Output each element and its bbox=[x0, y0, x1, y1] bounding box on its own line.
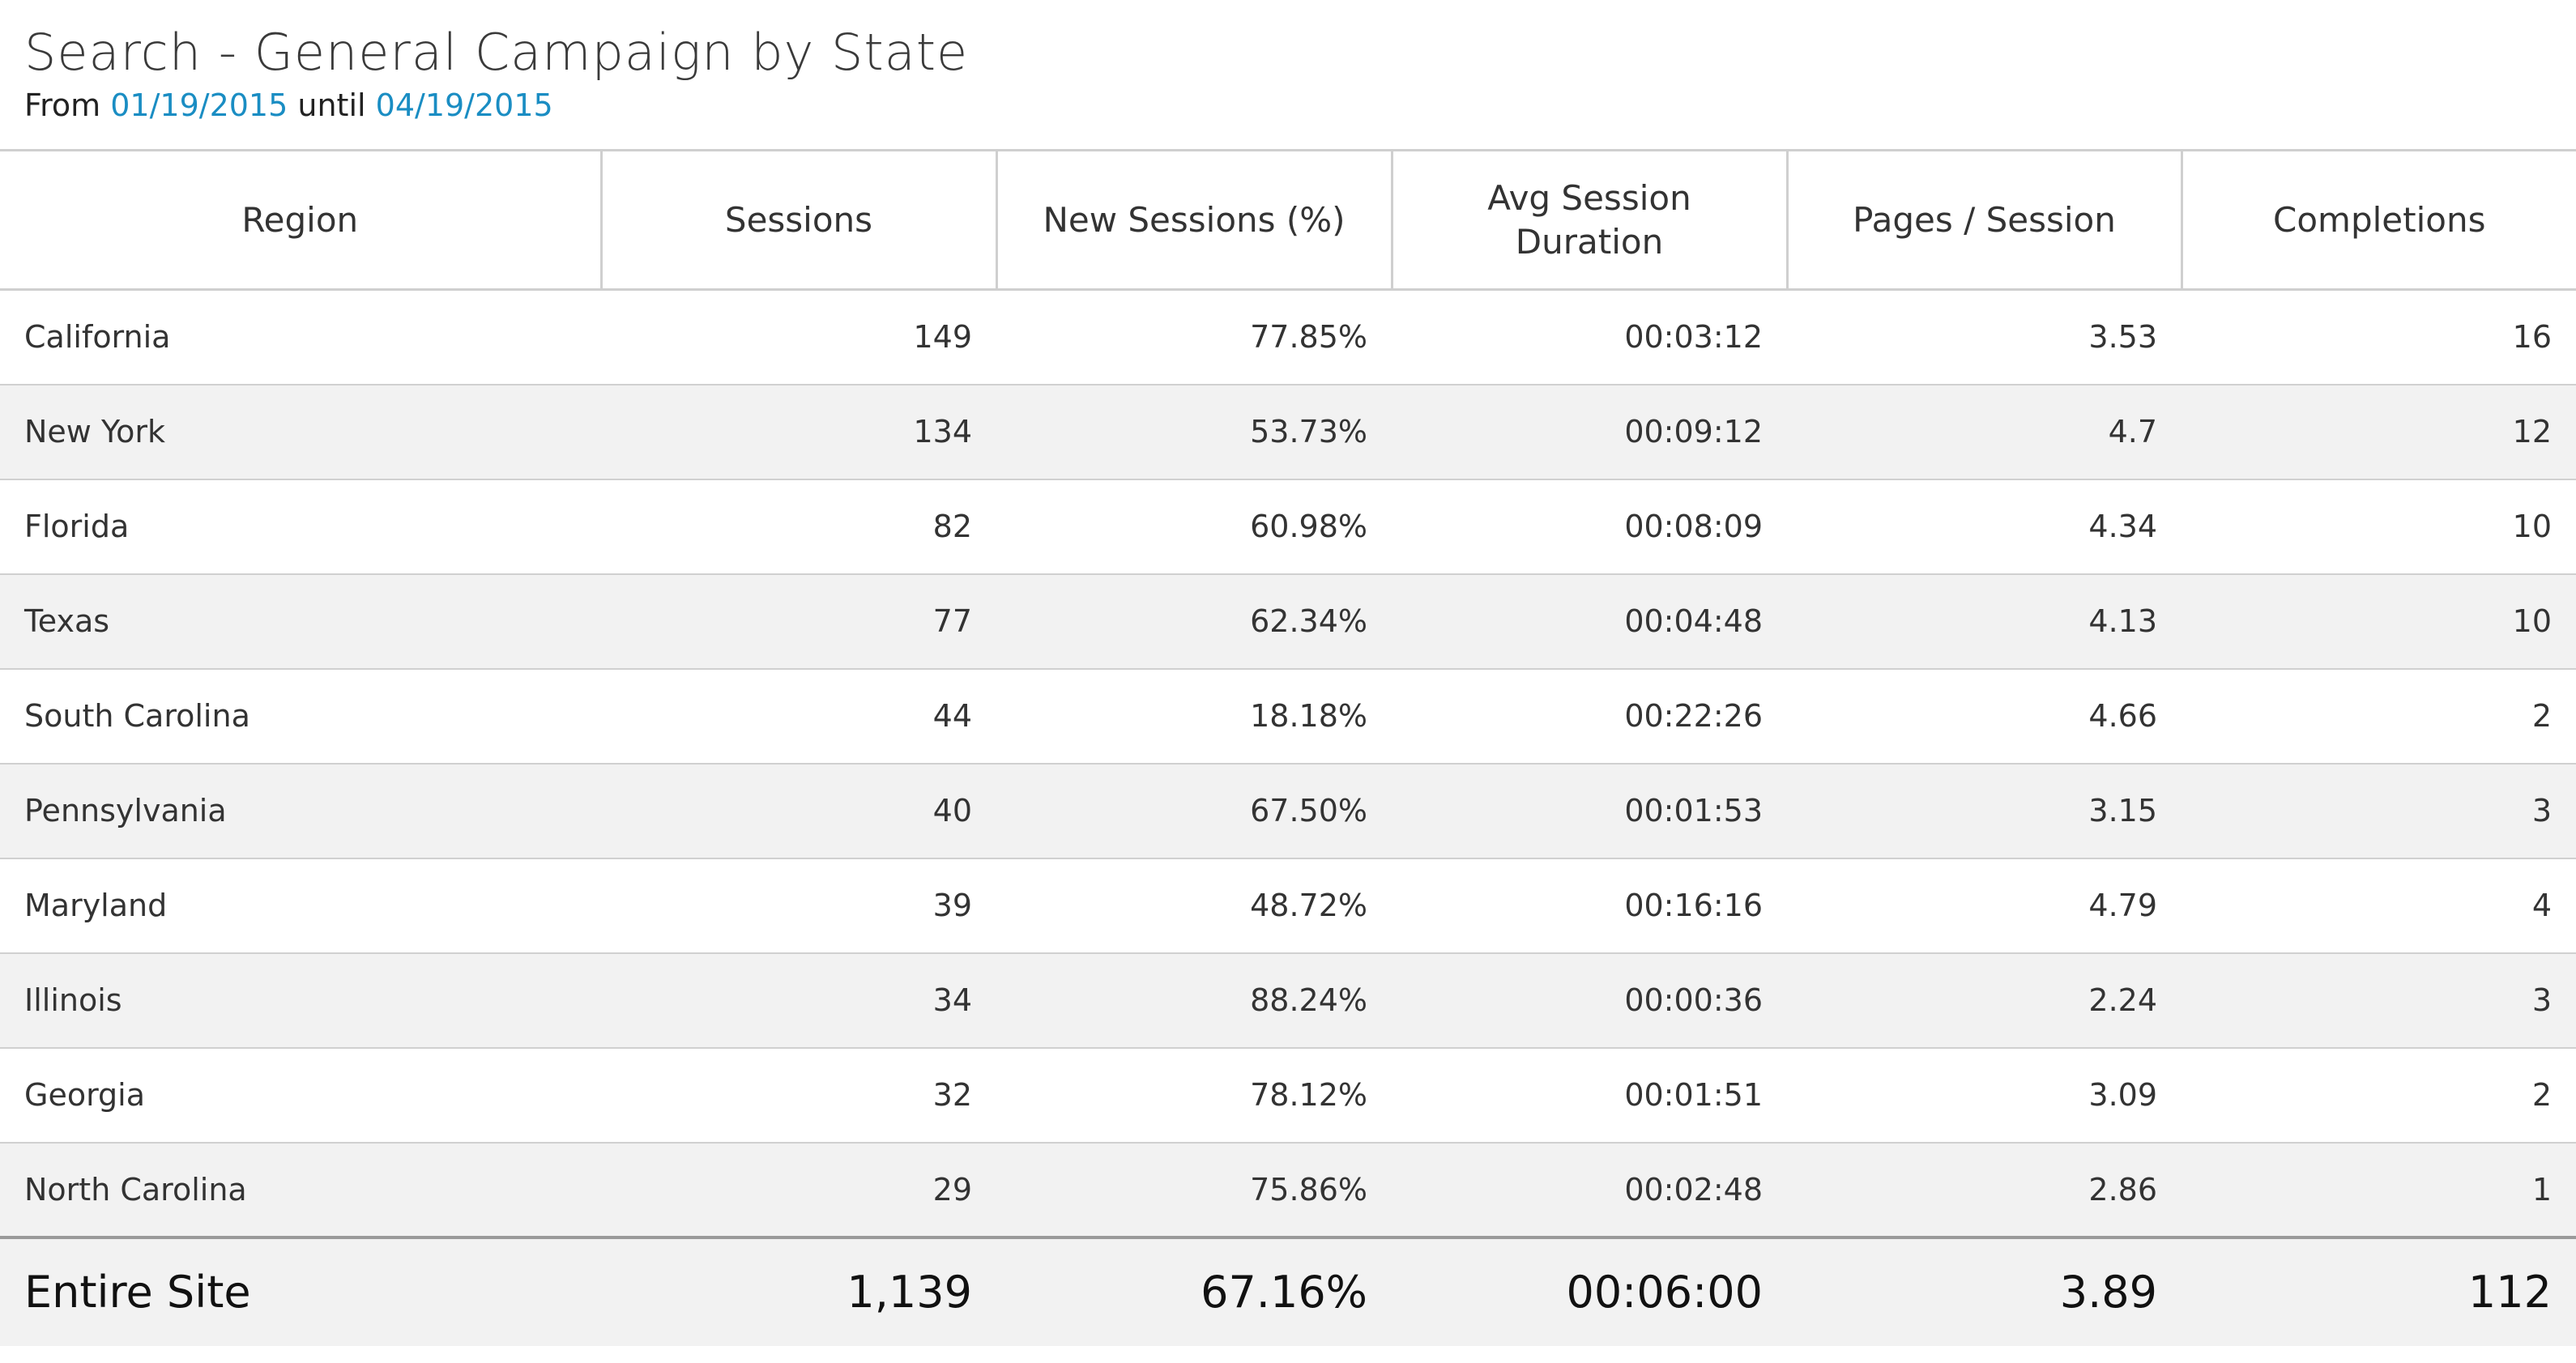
region-cell: California bbox=[0, 289, 601, 385]
completions-cell: 2 bbox=[2181, 668, 2576, 765]
from-date-link[interactable]: 01/19/2015 bbox=[110, 87, 288, 123]
date-range: From 01/19/2015 until 04/19/2015 bbox=[24, 87, 553, 123]
total-pages-per-session: 3.89 bbox=[1787, 1235, 2181, 1346]
new-sessions-cell: 78.12% bbox=[996, 1047, 1392, 1144]
header-pages-per-session[interactable]: Pages / Session bbox=[1785, 149, 2181, 291]
new-sessions-cell: 62.34% bbox=[996, 573, 1392, 670]
completions-cell: 3 bbox=[2181, 952, 2576, 1049]
completions-cell: 2 bbox=[2181, 1047, 2576, 1144]
pages-per-session-cell: 4.79 bbox=[1787, 858, 2181, 954]
pages-per-session-cell: 4.34 bbox=[1787, 479, 2181, 575]
pages-per-session-cell: 3.53 bbox=[1787, 289, 2181, 385]
header-avg-session-duration[interactable]: Avg Session Duration bbox=[1390, 149, 1787, 291]
total-region: Entire Site bbox=[0, 1235, 601, 1346]
pages-per-session-cell: 3.09 bbox=[1787, 1047, 2181, 1144]
new-sessions-cell: 77.85% bbox=[996, 289, 1392, 385]
region-cell: Illinois bbox=[0, 952, 601, 1049]
region-cell: Florida bbox=[0, 479, 601, 575]
new-sessions-cell: 88.24% bbox=[996, 952, 1392, 1049]
avg-session-duration-cell: 00:00:36 bbox=[1392, 952, 1787, 1049]
table-row: Texas 77 62.34% 00:04:48 4.13 10 bbox=[0, 573, 2576, 670]
table-header-row: Region Sessions New Sessions (%) Avg Ses… bbox=[0, 149, 2576, 291]
campaign-table: Region Sessions New Sessions (%) Avg Ses… bbox=[0, 149, 2576, 1346]
table-row: North Carolina 29 75.86% 00:02:48 2.86 1 bbox=[0, 1142, 2576, 1238]
sessions-cell: 149 bbox=[601, 289, 996, 385]
completions-cell: 1 bbox=[2181, 1142, 2576, 1238]
region-cell: New York bbox=[0, 384, 601, 480]
avg-session-duration-cell: 00:02:48 bbox=[1392, 1142, 1787, 1238]
sessions-cell: 29 bbox=[601, 1142, 996, 1238]
sessions-cell: 44 bbox=[601, 668, 996, 765]
completions-cell: 12 bbox=[2181, 384, 2576, 480]
pages-per-session-cell: 4.66 bbox=[1787, 668, 2181, 765]
total-row: Entire Site 1,139 67.16% 00:06:00 3.89 1… bbox=[0, 1235, 2576, 1346]
sessions-cell: 134 bbox=[601, 384, 996, 480]
table-row: Illinois 34 88.24% 00:00:36 2.24 3 bbox=[0, 952, 2576, 1049]
avg-session-duration-cell: 00:04:48 bbox=[1392, 573, 1787, 670]
pages-per-session-cell: 4.13 bbox=[1787, 573, 2181, 670]
region-cell: Texas bbox=[0, 573, 601, 670]
completions-cell: 10 bbox=[2181, 479, 2576, 575]
avg-session-duration-cell: 00:08:09 bbox=[1392, 479, 1787, 575]
table-row: South Carolina 44 18.18% 00:22:26 4.66 2 bbox=[0, 668, 2576, 765]
region-cell: Pennsylvania bbox=[0, 763, 601, 859]
completions-cell: 3 bbox=[2181, 763, 2576, 859]
table-row: New York 134 53.73% 00:09:12 4.7 12 bbox=[0, 384, 2576, 480]
new-sessions-cell: 75.86% bbox=[996, 1142, 1392, 1238]
avg-session-duration-cell: 00:03:12 bbox=[1392, 289, 1787, 385]
page-title: Search - General Campaign by State bbox=[24, 23, 969, 82]
header-sessions[interactable]: Sessions bbox=[599, 149, 996, 291]
completions-cell: 10 bbox=[2181, 573, 2576, 670]
sessions-cell: 77 bbox=[601, 573, 996, 670]
table-row: Maryland 39 48.72% 00:16:16 4.79 4 bbox=[0, 858, 2576, 954]
report-header: Search - General Campaign by State From … bbox=[0, 0, 2576, 149]
avg-session-duration-cell: 00:22:26 bbox=[1392, 668, 1787, 765]
header-new-sessions[interactable]: New Sessions (%) bbox=[995, 149, 1392, 291]
from-label: From bbox=[24, 87, 101, 123]
region-cell: South Carolina bbox=[0, 668, 601, 765]
pages-per-session-cell: 3.15 bbox=[1787, 763, 2181, 859]
completions-cell: 4 bbox=[2181, 858, 2576, 954]
pages-per-session-cell: 2.86 bbox=[1787, 1142, 2181, 1238]
pages-per-session-cell: 4.7 bbox=[1787, 384, 2181, 480]
avg-session-duration-cell: 00:01:51 bbox=[1392, 1047, 1787, 1144]
avg-session-duration-cell: 00:16:16 bbox=[1392, 858, 1787, 954]
sessions-cell: 82 bbox=[601, 479, 996, 575]
total-avg-session-duration: 00:06:00 bbox=[1392, 1235, 1787, 1346]
new-sessions-cell: 53.73% bbox=[996, 384, 1392, 480]
completions-cell: 16 bbox=[2181, 289, 2576, 385]
total-new-sessions: 67.16% bbox=[996, 1235, 1392, 1346]
avg-session-duration-cell: 00:09:12 bbox=[1392, 384, 1787, 480]
new-sessions-cell: 67.50% bbox=[996, 763, 1392, 859]
region-cell: Georgia bbox=[0, 1047, 601, 1144]
table-row: Florida 82 60.98% 00:08:09 4.34 10 bbox=[0, 479, 2576, 575]
avg-session-duration-cell: 00:01:53 bbox=[1392, 763, 1787, 859]
header-completions[interactable]: Completions bbox=[2180, 149, 2576, 291]
table-row: Pennsylvania 40 67.50% 00:01:53 3.15 3 bbox=[0, 763, 2576, 859]
total-sessions: 1,139 bbox=[601, 1235, 996, 1346]
until-date-link[interactable]: 04/19/2015 bbox=[375, 87, 553, 123]
region-cell: Maryland bbox=[0, 858, 601, 954]
until-label: until bbox=[297, 87, 366, 123]
new-sessions-cell: 60.98% bbox=[996, 479, 1392, 575]
region-cell: North Carolina bbox=[0, 1142, 601, 1238]
new-sessions-cell: 48.72% bbox=[996, 858, 1392, 954]
table-row: California 149 77.85% 00:03:12 3.53 16 bbox=[0, 289, 2576, 385]
new-sessions-cell: 18.18% bbox=[996, 668, 1392, 765]
table-row: Georgia 32 78.12% 00:01:51 3.09 2 bbox=[0, 1047, 2576, 1144]
sessions-cell: 32 bbox=[601, 1047, 996, 1144]
header-region[interactable]: Region bbox=[0, 149, 601, 291]
sessions-cell: 39 bbox=[601, 858, 996, 954]
sessions-cell: 40 bbox=[601, 763, 996, 859]
total-completions: 112 bbox=[2181, 1235, 2576, 1346]
sessions-cell: 34 bbox=[601, 952, 996, 1049]
pages-per-session-cell: 2.24 bbox=[1787, 952, 2181, 1049]
